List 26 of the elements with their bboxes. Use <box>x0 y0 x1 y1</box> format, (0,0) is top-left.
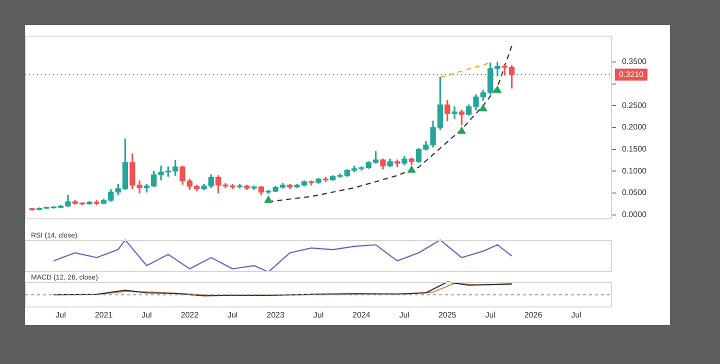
x-tick-label: Jul <box>571 310 582 320</box>
y-tick-label: 0.0500 <box>622 188 648 198</box>
ref-line-label: 0.3210 <box>619 70 644 79</box>
x-tick-label: 2022 <box>180 310 200 320</box>
x-tick-label: Jul <box>399 310 410 320</box>
y-tick-label: 0.2500 <box>622 100 648 110</box>
x-tick-label: Jul <box>313 310 324 320</box>
x-tick-label: 2024 <box>352 310 371 320</box>
y-tick-label: 0.1500 <box>622 144 648 154</box>
y-tick-label: 0.3500 <box>622 57 648 66</box>
x-tick-label: Jul <box>227 310 238 320</box>
point <box>479 104 488 112</box>
point <box>408 166 416 173</box>
y-tick-label: 0.2000 <box>622 122 648 132</box>
x-tick-label: 2021 <box>94 310 114 320</box>
x-tick-label: 2023 <box>266 310 285 320</box>
point <box>264 196 272 203</box>
point <box>458 126 466 134</box>
y-tick-label: 0.0000 <box>622 210 648 220</box>
x-tick-label: Jul <box>56 310 66 320</box>
x-tick-label: 2026 <box>524 310 543 320</box>
x-tick-label: Jul <box>142 310 152 320</box>
x-tick-label: Jul <box>485 310 496 320</box>
point <box>494 86 502 93</box>
y-tick-label: 0.1000 <box>622 166 648 176</box>
x-tick-label: 2025 <box>438 310 457 320</box>
